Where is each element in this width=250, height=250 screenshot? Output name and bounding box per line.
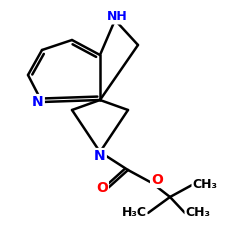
Text: NH: NH [106, 10, 128, 24]
Text: CH₃: CH₃ [186, 206, 210, 220]
Text: H₃C: H₃C [122, 206, 146, 220]
Text: N: N [32, 95, 44, 109]
Text: N: N [94, 149, 106, 163]
Text: O: O [151, 173, 163, 187]
Text: CH₃: CH₃ [192, 178, 218, 192]
Text: O: O [96, 181, 108, 195]
